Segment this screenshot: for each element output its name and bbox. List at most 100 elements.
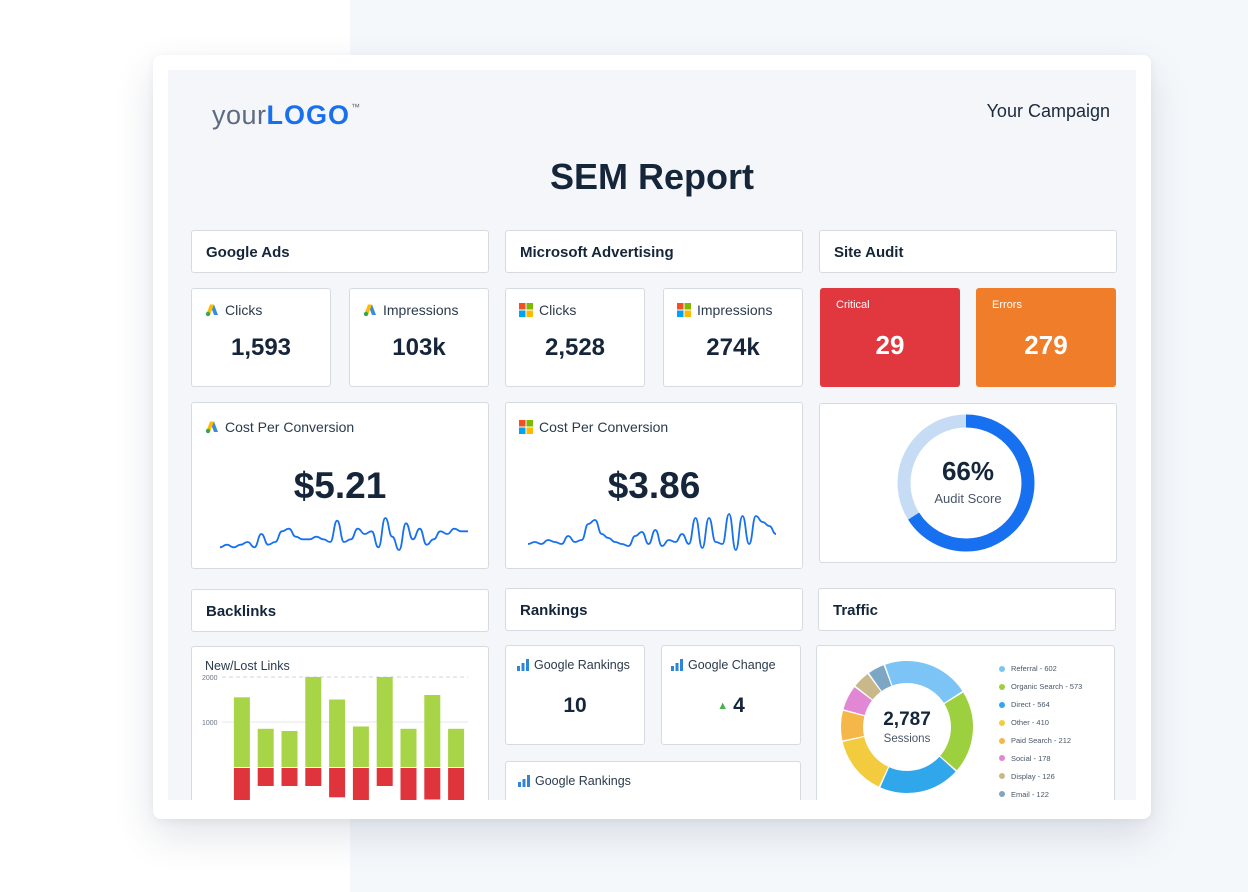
audit-score-value: 66% bbox=[941, 456, 995, 486]
legend-label: Email - 122 bbox=[1011, 789, 1049, 799]
new-links-bar bbox=[400, 728, 417, 768]
section-title: Backlinks bbox=[206, 603, 277, 620]
section-google-ads: Google Ads bbox=[191, 230, 489, 273]
bar-chart-icon bbox=[671, 659, 683, 671]
legend-label: Other - 410 bbox=[1011, 718, 1049, 728]
metric-label: Cost Per Conversion bbox=[539, 419, 669, 435]
campaign-name: Your Campaign bbox=[986, 101, 1110, 121]
section-title: Site Audit bbox=[834, 244, 904, 261]
microsoft-impressions-card: Impressions 274k bbox=[663, 288, 803, 387]
section-title: Traffic bbox=[833, 602, 879, 619]
metric-label: Google Change bbox=[688, 658, 776, 672]
section-site-audit: Site Audit bbox=[819, 230, 1117, 273]
google-impressions-card: Impressions 103k bbox=[349, 288, 489, 387]
traffic-slice bbox=[841, 710, 865, 741]
legend-label: Paid Search - 212 bbox=[1011, 736, 1072, 745]
traffic-card: 2,787 Sessions Referral - 602 Organic Sea… bbox=[816, 645, 1115, 800]
legend-label: Direct - 564 bbox=[1011, 700, 1050, 710]
legend-item: Other - 410 bbox=[999, 714, 1082, 732]
metric-value: 4 bbox=[733, 694, 745, 717]
legend-dot-icon bbox=[999, 791, 1005, 798]
legend-dot-icon bbox=[999, 701, 1005, 708]
metric-value: 1,593 bbox=[230, 334, 292, 361]
google-ads-icon bbox=[363, 304, 376, 317]
lost-links-bar bbox=[281, 768, 298, 786]
traffic-slice bbox=[880, 756, 956, 793]
section-title: Rankings bbox=[520, 602, 588, 619]
google-ads-icon bbox=[205, 421, 218, 434]
legend-label: Organic Search - 573 bbox=[1011, 682, 1083, 692]
bar-chart-icon bbox=[518, 775, 530, 787]
lost-links-bar bbox=[400, 768, 417, 800]
section-microsoft: Microsoft Advertising bbox=[505, 230, 803, 273]
google-rankings-table-card: Google Rankings bbox=[505, 761, 801, 800]
bar-chart-icon bbox=[517, 659, 529, 671]
legend-item: Paid Search - 212 bbox=[999, 732, 1082, 750]
google-change-card: Google Change ▲ 4 bbox=[661, 645, 801, 745]
traffic-legend: Referral - 602 Organic Search - 573 Direct… bbox=[999, 660, 1082, 800]
errors-tile: Errors 279 bbox=[976, 288, 1116, 387]
new-links-bar bbox=[281, 731, 298, 767]
report-frame: yourLOGO™ Your Campaign SEM Report Googl… bbox=[153, 55, 1151, 819]
report-title: SEM Report bbox=[549, 156, 754, 197]
lost-links-bar bbox=[233, 768, 250, 800]
metric-label: Impressions bbox=[383, 302, 459, 318]
metric-label: Google Rankings bbox=[534, 658, 630, 672]
lost-links-bar bbox=[448, 768, 465, 800]
new-links-bar bbox=[352, 726, 369, 767]
audit-score-label: Audit Score bbox=[934, 491, 1002, 506]
section-backlinks: Backlinks bbox=[191, 589, 489, 632]
sessions-label: Sessions bbox=[883, 733, 931, 745]
backlinks-bar-chart: 2000 1000 bbox=[202, 675, 468, 800]
logo: yourLOGO™ bbox=[212, 100, 361, 130]
microsoft-icon bbox=[519, 303, 533, 317]
new-links-bar bbox=[329, 699, 346, 767]
audit-score-card: 66% Audit Score bbox=[819, 403, 1117, 563]
legend-label: Social - 178 bbox=[1011, 753, 1051, 763]
section-title: Microsoft Advertising bbox=[520, 244, 674, 261]
sem-report: yourLOGO™ Your Campaign SEM Report Googl… bbox=[168, 70, 1136, 800]
new-links-bar bbox=[424, 695, 441, 767]
legend-item: Organic Search - 573 bbox=[999, 678, 1082, 696]
metric-label: Cost Per Conversion bbox=[225, 419, 355, 435]
lost-links-bar bbox=[352, 768, 369, 800]
chart-label: New/Lost Links bbox=[205, 659, 290, 673]
legend-item: Display - 126 bbox=[999, 767, 1082, 785]
traffic-slice bbox=[855, 673, 881, 700]
traffic-slice bbox=[842, 737, 889, 787]
microsoft-clicks-card: Clicks 2,528 bbox=[505, 288, 645, 387]
legend-dot-icon bbox=[999, 719, 1005, 726]
section-traffic: Traffic bbox=[818, 588, 1116, 631]
legend-item: Referral - 602 bbox=[999, 660, 1082, 678]
tick-label: 2000 bbox=[202, 675, 218, 682]
traffic-slice bbox=[940, 692, 973, 771]
metric-label: Clicks bbox=[225, 302, 263, 318]
google-cpc-sparkline bbox=[220, 517, 468, 551]
metric-value: 103k bbox=[392, 334, 446, 361]
traffic-slice bbox=[885, 661, 963, 704]
lost-links-bar bbox=[305, 768, 322, 786]
metric-value: 10 bbox=[563, 694, 587, 717]
traffic-slice bbox=[843, 687, 872, 716]
audit-ring-progress bbox=[897, 414, 1035, 552]
metric-label: Clicks bbox=[539, 302, 577, 318]
legend-dot-icon bbox=[999, 755, 1005, 762]
traffic-slice bbox=[869, 665, 892, 691]
legend-dot-icon bbox=[999, 737, 1005, 744]
errors-label: Errors bbox=[992, 299, 1022, 311]
google-clicks-card: Clicks 1,593 bbox=[191, 288, 331, 387]
legend-dot-icon bbox=[999, 683, 1005, 690]
new-links-bar bbox=[233, 697, 250, 768]
legend-item: Direct - 564 bbox=[999, 696, 1082, 714]
errors-value: 279 bbox=[1024, 330, 1068, 360]
microsoft-cpc-sparkline bbox=[528, 513, 777, 551]
metric-value: 274k bbox=[706, 334, 760, 361]
google-cost-per-conversion-card: Cost Per Conversion $5.21 bbox=[191, 402, 489, 569]
legend-label: Referral - 602 bbox=[1011, 664, 1057, 674]
microsoft-cost-per-conversion-card: Cost Per Conversion $3.86 bbox=[505, 402, 803, 569]
metric-value: 2,528 bbox=[544, 334, 606, 361]
google-rankings-card: Google Rankings 10 bbox=[505, 645, 645, 745]
tick-label: 1000 bbox=[202, 720, 218, 727]
critical-value: 29 bbox=[875, 330, 905, 360]
audit-score-ring bbox=[897, 414, 1035, 552]
